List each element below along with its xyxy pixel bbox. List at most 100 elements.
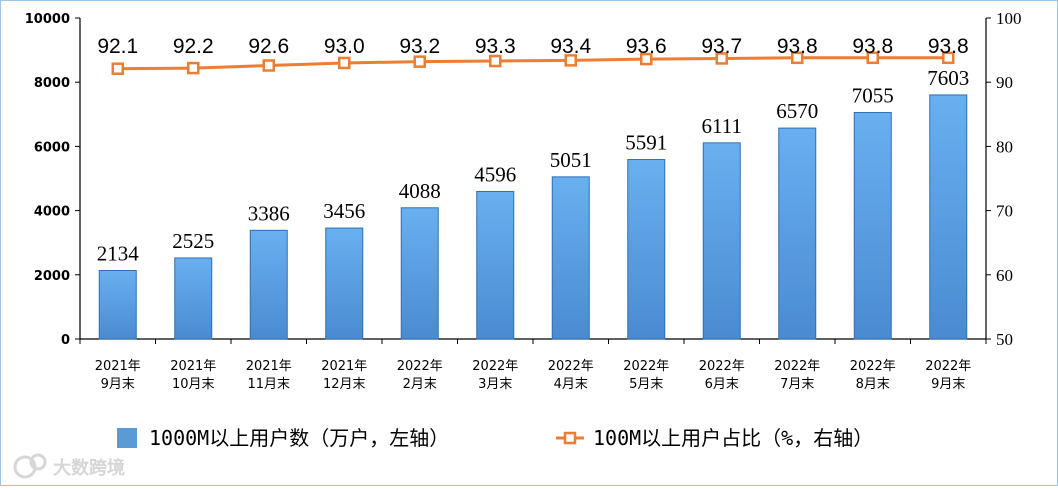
line-value-label: 93.6 — [626, 35, 667, 58]
bar — [551, 176, 590, 340]
y-left-tick-label: 8000 — [34, 76, 70, 91]
x-tick-label-year: 2021年 — [321, 359, 367, 374]
x-tick-label-month: 5月末 — [629, 377, 663, 392]
line-value-label: 92.2 — [173, 35, 214, 58]
line-point — [791, 51, 804, 65]
y-left-tick-label: 6000 — [34, 140, 70, 155]
line-value-label: 93.8 — [852, 35, 893, 58]
bar — [929, 94, 968, 340]
bar — [249, 229, 288, 340]
y-left-tick-label: 10000 — [25, 12, 70, 27]
y-right-tick-label: 80 — [996, 137, 1013, 156]
legend-bar-label: 1000M以上用户数（万户，左轴） — [149, 426, 449, 450]
bar — [174, 257, 213, 340]
line-value-label: 93.0 — [324, 35, 365, 58]
x-tick-labels: 2021年 9月末 2021年 10月末 2021年 11月末 2021年 12月末 2022年… — [95, 359, 972, 392]
legend-line-marker — [563, 431, 577, 445]
y-left-tick-label: 0 — [61, 333, 70, 348]
bar-value-label: 3386 — [248, 201, 290, 225]
bar-value-label: 5591 — [625, 131, 667, 155]
bar — [325, 227, 364, 340]
line-point — [489, 54, 502, 68]
x-tick-label-year: 2022年 — [774, 359, 820, 374]
watermark-text: 大数跨境 — [53, 457, 125, 479]
x-tick-label-month: 11月末 — [247, 377, 290, 392]
line-point — [715, 52, 728, 65]
x-tick-label-year: 2022年 — [397, 359, 443, 374]
x-tick-label-month: 3月末 — [478, 377, 512, 392]
bar — [98, 269, 137, 340]
x-tick-label-month: 4月末 — [554, 377, 588, 392]
line-value-label: 92.6 — [248, 35, 289, 58]
bar-labels: 2134 2525 3386 3456 4088 4596 5051 5591 6111 6570… — [97, 66, 970, 266]
y-right-tick-label: 50 — [996, 330, 1013, 349]
x-tick-label-month: 9月末 — [931, 377, 965, 392]
y-right-tick-label: 90 — [996, 73, 1013, 92]
x-tick-label-year: 2021年 — [170, 359, 216, 374]
x-tick-label-month: 9月末 — [101, 377, 135, 392]
line-point — [942, 51, 955, 65]
bar-value-label: 6111 — [702, 114, 742, 138]
x-tick-label-year: 2022年 — [548, 359, 594, 374]
line-point — [338, 56, 351, 70]
line-value-label: 93.2 — [399, 35, 440, 58]
bar — [853, 112, 892, 340]
x-tick-label-month: 2月末 — [403, 377, 437, 392]
bar-value-label: 7055 — [852, 84, 894, 108]
line-series — [111, 51, 955, 75]
line-point — [111, 62, 124, 75]
line-point — [413, 55, 426, 68]
y-right-tick-label: 70 — [996, 202, 1013, 221]
bar-value-label: 7603 — [927, 66, 969, 90]
bar — [778, 127, 817, 340]
line-path — [117, 56, 949, 71]
line-point — [262, 59, 275, 72]
line-point — [640, 52, 653, 66]
line-value-label: 93.7 — [701, 35, 742, 58]
y-left-tick-label: 2000 — [34, 269, 70, 284]
line-value-label: 93.3 — [475, 35, 516, 58]
bar — [627, 159, 666, 340]
bar — [702, 142, 741, 340]
bar — [400, 207, 439, 340]
legend-line-label: 100M以上用户占比（%，右轴） — [593, 426, 873, 450]
x-tick-label-year: 2022年 — [850, 359, 896, 374]
bar-value-label: 6570 — [776, 99, 818, 123]
axes: 0 2000 4000 6000 8000 10000 50 60 70 80 90 100 — [25, 9, 1022, 349]
y-left-tick-label: 4000 — [34, 205, 70, 220]
x-tick-label-month: 7月末 — [780, 377, 814, 392]
x-tick-label-month: 12月末 — [323, 377, 366, 392]
x-tick-label-year: 2022年 — [925, 359, 971, 374]
bar-value-label: 3456 — [323, 199, 365, 223]
bar-value-label: 4088 — [399, 179, 441, 203]
line-point — [866, 51, 879, 65]
line-value-label: 93.8 — [928, 35, 969, 58]
line-value-label: 93.4 — [550, 35, 591, 58]
bar — [476, 190, 515, 340]
x-tick-label-month: 8月末 — [856, 377, 890, 392]
x-tick-label-year: 2022年 — [623, 359, 669, 374]
bar-value-label: 5051 — [550, 148, 592, 172]
x-tick-label-month: 6月末 — [705, 377, 739, 392]
watermark: 大数跨境 — [13, 453, 125, 479]
line-point — [187, 61, 200, 75]
bar-value-label: 2134 — [97, 241, 140, 265]
x-tick-label-year: 2021年 — [95, 359, 141, 374]
x-tick-label-year: 2022年 — [472, 359, 518, 374]
x-tick-label-year: 2021年 — [246, 359, 292, 374]
legend-bar-swatch — [117, 428, 137, 448]
bar-value-label: 2525 — [172, 229, 214, 253]
line-labels: 92.1 92.2 92.6 93.0 93.2 93.3 93.4 93.6 93.7 93.8… — [97, 35, 968, 58]
y-right-tick-label: 100 — [996, 9, 1022, 28]
legend: 1000M以上用户数（万户，左轴） 100M以上用户占比（%，右轴） — [117, 426, 873, 450]
line-value-label: 92.1 — [97, 35, 138, 58]
bar-value-label: 4596 — [474, 162, 516, 186]
line-value-label: 93.8 — [777, 35, 818, 58]
bars — [98, 94, 968, 340]
watermark-logo-icon-2 — [29, 453, 47, 471]
x-tick-label-year: 2022年 — [699, 359, 745, 374]
y-right-tick-label: 60 — [996, 266, 1013, 285]
line-point — [564, 54, 577, 67]
